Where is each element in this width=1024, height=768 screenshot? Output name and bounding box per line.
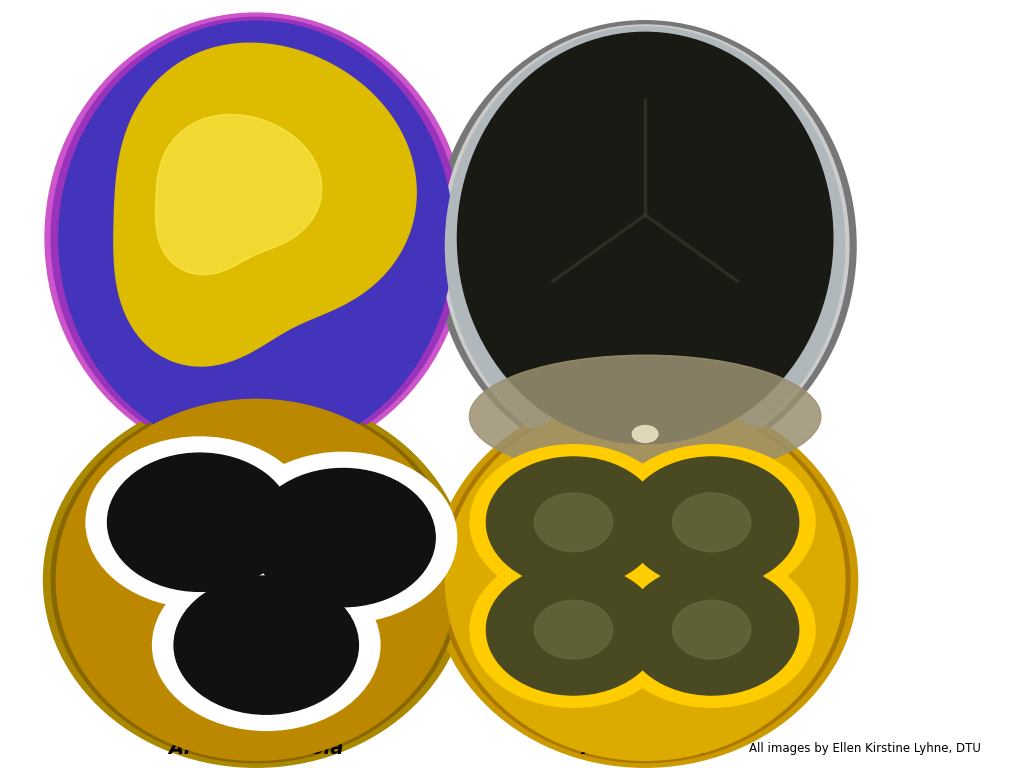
Ellipse shape (229, 452, 457, 623)
Text: A. homomorphus: A. homomorphus (163, 486, 349, 505)
Ellipse shape (86, 437, 313, 607)
Text: A. niger: A. niger (546, 486, 640, 505)
Ellipse shape (608, 552, 815, 707)
Text: A. neoniger: A. neoniger (582, 740, 709, 758)
Ellipse shape (434, 21, 856, 471)
Ellipse shape (458, 32, 833, 444)
Ellipse shape (58, 22, 453, 455)
Ellipse shape (51, 397, 461, 763)
Ellipse shape (51, 18, 461, 459)
Ellipse shape (625, 564, 799, 695)
Ellipse shape (470, 445, 677, 600)
Ellipse shape (432, 392, 858, 767)
Polygon shape (156, 114, 322, 275)
Text: A. eucalypticola: A. eucalypticola (168, 740, 344, 758)
Ellipse shape (625, 457, 799, 588)
Ellipse shape (108, 453, 292, 591)
Ellipse shape (469, 355, 821, 478)
Ellipse shape (633, 425, 657, 442)
Ellipse shape (251, 468, 435, 607)
Ellipse shape (174, 576, 358, 714)
Ellipse shape (608, 445, 815, 600)
Ellipse shape (56, 399, 456, 760)
Polygon shape (114, 43, 416, 366)
Ellipse shape (535, 493, 612, 551)
Ellipse shape (441, 25, 849, 466)
Ellipse shape (153, 560, 380, 730)
Ellipse shape (440, 397, 850, 763)
Ellipse shape (45, 13, 467, 463)
Ellipse shape (43, 392, 469, 767)
Ellipse shape (486, 564, 660, 695)
Ellipse shape (445, 27, 845, 465)
Ellipse shape (673, 493, 751, 551)
Text: All images by Ellen Kirstine Lyhne, DTU: All images by Ellen Kirstine Lyhne, DTU (750, 743, 981, 755)
Ellipse shape (470, 552, 677, 707)
Ellipse shape (486, 457, 660, 588)
Ellipse shape (673, 601, 751, 659)
Ellipse shape (445, 399, 845, 760)
Ellipse shape (535, 601, 612, 659)
Text: ATCC1015: ATCC1015 (640, 486, 750, 505)
